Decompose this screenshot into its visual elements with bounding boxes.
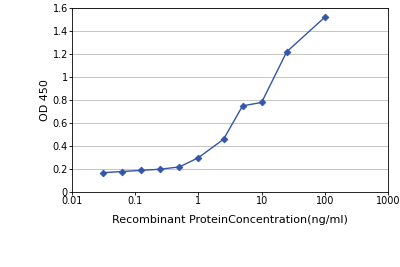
Y-axis label: OD 450: OD 450	[40, 79, 50, 121]
X-axis label: Recombinant ProteinConcentration(ng/ml): Recombinant ProteinConcentration(ng/ml)	[112, 215, 348, 225]
